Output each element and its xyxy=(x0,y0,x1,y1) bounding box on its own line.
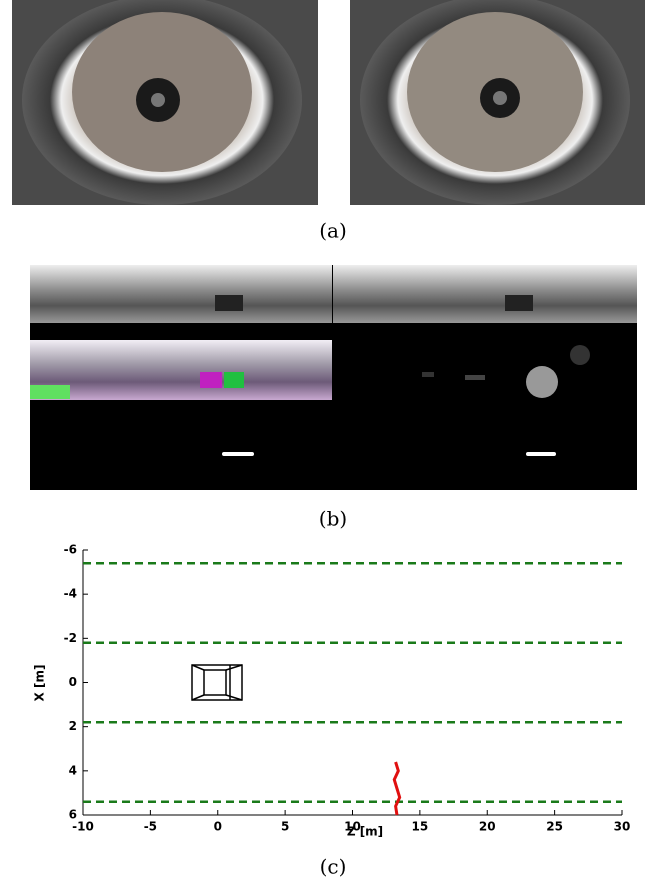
photo-left xyxy=(12,0,318,205)
y-tick-label: -4 xyxy=(64,587,77,601)
caption: (a) xyxy=(319,219,347,243)
photo-grid xyxy=(30,265,637,490)
y-tick-label: 6 xyxy=(69,808,77,822)
x-tick-label: 10 xyxy=(344,820,361,834)
x-tick-label: 5 xyxy=(281,820,289,834)
x-tick-label: 0 xyxy=(214,820,222,834)
x-tick-label: -10 xyxy=(72,820,94,834)
y-tick-label: 2 xyxy=(69,719,77,733)
caption: (b) xyxy=(319,507,347,531)
photo-right xyxy=(350,0,645,205)
y-tick-label: 4 xyxy=(69,763,77,777)
y-tick-label: 0 xyxy=(69,675,77,689)
x-tick-label: 30 xyxy=(614,820,631,834)
trajectory xyxy=(394,762,399,815)
x-tick-label: 20 xyxy=(479,820,496,834)
x-tick-label: 15 xyxy=(412,820,429,834)
figure: (a) (b) Z [m] X [m] -10-5051015202530-6-… xyxy=(0,0,655,884)
y-axis-label: X [m] xyxy=(33,665,47,702)
x-tick-label: -5 xyxy=(144,820,157,834)
y-tick-label: -6 xyxy=(64,543,77,557)
caption: (c) xyxy=(320,855,347,879)
x-tick-label: 25 xyxy=(546,820,563,834)
ego-vehicle xyxy=(192,665,242,700)
y-tick-label: -2 xyxy=(64,631,77,645)
